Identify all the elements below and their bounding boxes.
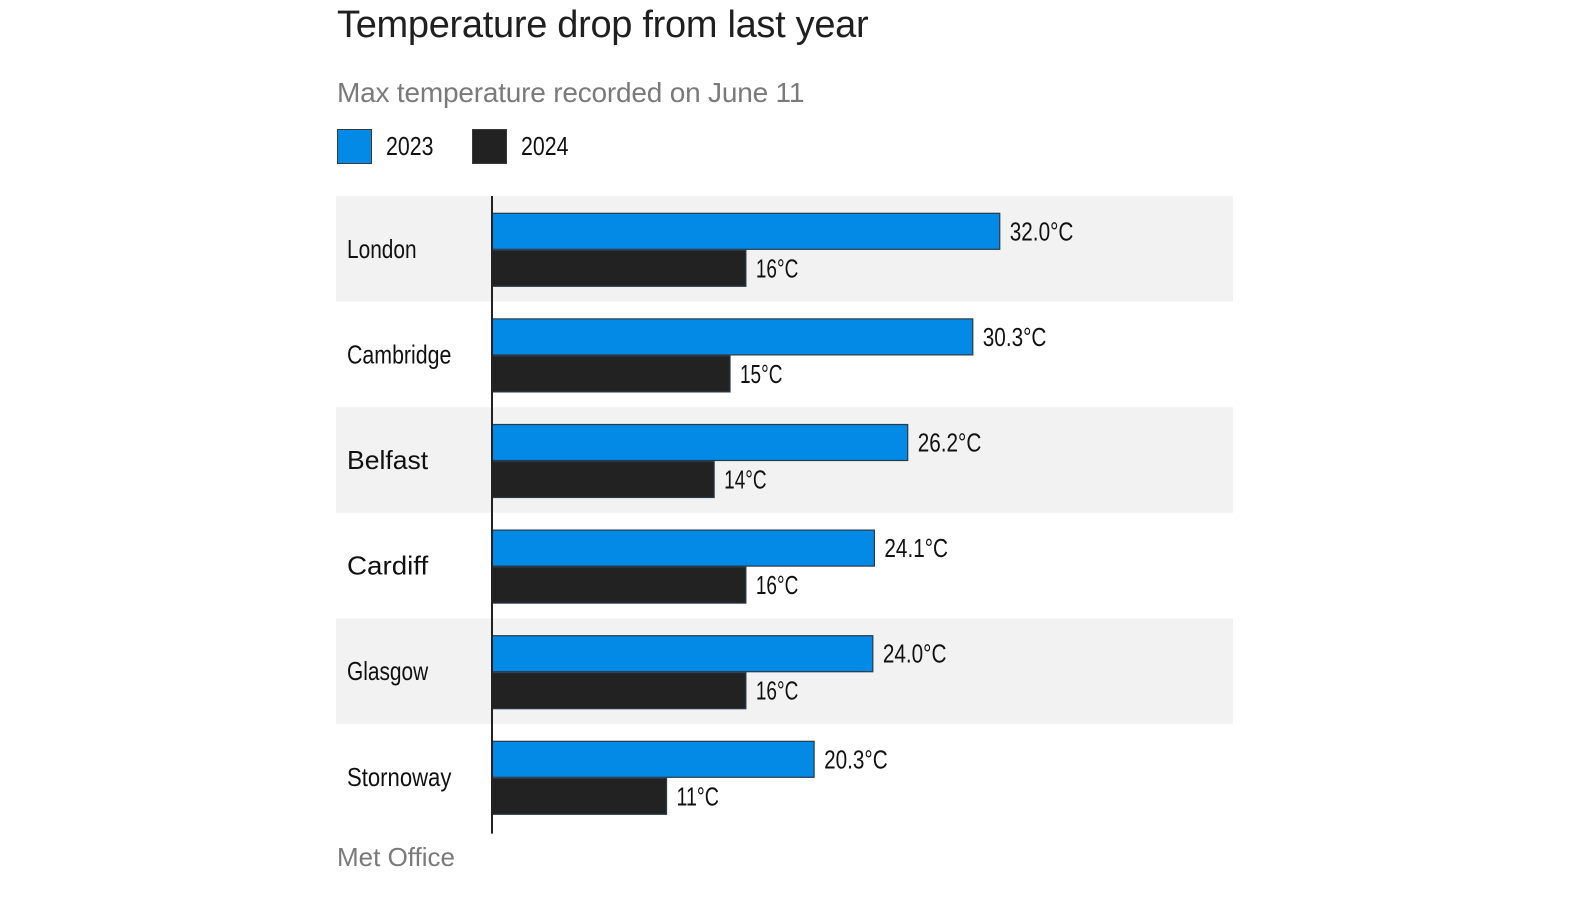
legend-swatch-2023 [337,128,372,164]
bar-2023 [491,318,974,356]
bar-2023 [491,529,876,567]
value-label-2024: 11°C [677,781,719,811]
category-label: Cambridge [347,339,451,369]
bar-2024 [491,777,668,815]
bar-2023 [491,423,909,462]
value-label-2024: 16°C [756,676,798,706]
value-label-2023: 20.3°C [824,744,888,774]
value-label-2023: 24.0°C [883,639,947,669]
legend-label-2023: 2023 [386,130,434,161]
bar-2024 [491,249,747,287]
value-label-2023: 24.1°C [884,533,948,563]
bar-2024 [491,460,715,499]
chart-title: Temperature drop from last year [337,4,869,46]
value-label-2023: 26.2°C [918,428,982,458]
category-label: Belfast [347,445,429,475]
value-label-2023: 30.3°C [983,322,1047,352]
category-label: Glasgow [347,656,428,686]
legend-item-2023: 2023 [337,128,442,164]
legend-item-2024: 2024 [472,128,577,164]
value-label-2024: 16°C [756,253,798,283]
value-label-2024: 14°C [724,465,766,495]
chart-subtitle: Max temperature recorded on June 11 [337,77,805,108]
source-note: Met Office [337,842,456,872]
legend-label-2024: 2024 [521,130,569,161]
legend: 2023 2024 [337,127,607,165]
category-label: Cardiff [347,551,429,581]
value-label-2024: 16°C [756,570,798,600]
bar-2024 [491,672,747,710]
value-label-2023: 32.0°C [1010,216,1074,246]
category-label: Stornoway [347,762,451,792]
bar-2023 [491,635,874,673]
bar-2023 [491,212,1001,250]
value-label-2024: 15°C [740,359,782,389]
bar-2024 [491,566,747,604]
bar-2023 [491,740,815,778]
category-label: London [347,234,417,264]
legend-swatch-2024 [472,128,507,164]
bar-2024 [491,355,731,393]
